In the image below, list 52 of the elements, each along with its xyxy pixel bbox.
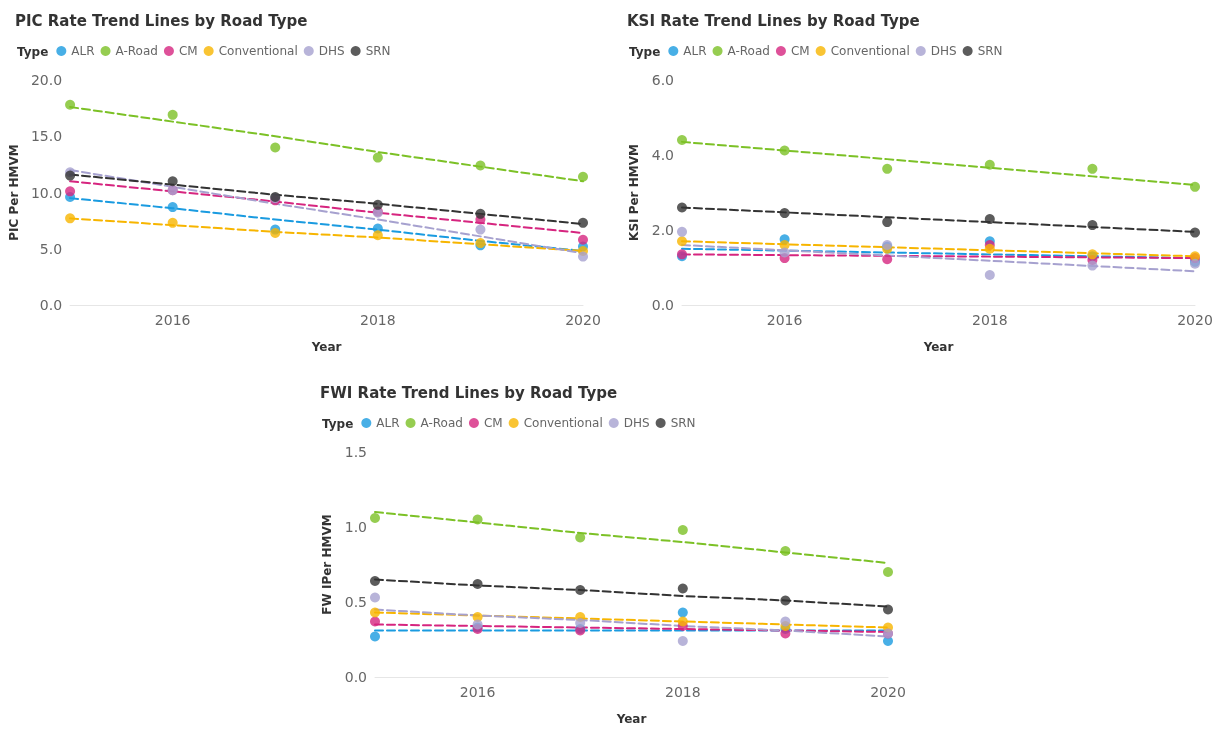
legend-label: DHS [318,44,345,58]
y-tick-label: 0.0 [39,297,63,313]
y-tick-label: 0.5 [344,594,367,610]
x-axis-title: Year [310,340,342,354]
y-axis-title: PIC Per HMVM [7,144,21,241]
y-tick-label: 10.0 [30,184,63,201]
chart-title: KSI Rate Trend Lines by Road Type [627,11,920,30]
y-axis-title: KSI Per HMVM [627,144,641,241]
x-tick-label: 2018 [664,684,701,700]
x-tick-label: 2018 [360,312,396,328]
legend-label: CM [178,44,198,58]
x-tick-label: 2020 [565,312,601,328]
legend-label: A-Road [727,44,770,58]
chart-title: FWI Rate Trend Lines by Road Type [320,383,618,402]
legend-label: ALR [376,416,400,430]
y-tick-label: 15.0 [30,128,63,145]
legend-label: ALR [71,44,95,58]
legend-label: SRN [670,416,696,430]
y-tick-label: 0.0 [344,669,367,685]
legend-label: Conventional [523,416,603,430]
legend-title: Type [322,417,354,431]
y-tick-label: 2.0 [651,222,674,238]
x-tick-label: 2020 [1177,312,1213,328]
chart-title: PIC Rate Trend Lines by Road Type [15,11,308,30]
legend-label: A-Road [420,416,463,430]
legend-label: Conventional [830,44,910,58]
y-axis-title: FW IPer HMVM [320,514,334,615]
x-axis-title: Year [922,340,954,354]
legend-label: A-Road [115,44,158,58]
legend-title: Type [629,45,661,59]
y-tick-label: 5.0 [39,240,63,257]
legend-label: CM [483,416,503,430]
y-tick-label: 1.5 [344,444,367,460]
legend-label: Conventional [218,44,298,58]
legend-label: SRN [365,44,391,58]
x-tick-label: 2016 [459,684,496,700]
y-tick-label: 1.0 [344,519,367,535]
legend-label: CM [790,44,810,58]
x-axis-title: Year [615,712,647,726]
x-tick-label: 2016 [154,312,191,328]
y-tick-label: 4.0 [651,147,674,163]
y-tick-label: 0.0 [651,297,674,313]
legend-label: DHS [623,416,650,430]
legend-label: DHS [930,44,957,58]
legend-title: Type [17,45,49,59]
y-tick-label: 20.0 [30,72,63,88]
legend-label: SRN [977,44,1003,58]
x-tick-label: 2018 [971,312,1008,328]
y-tick-label: 6.0 [651,72,674,88]
legend-label: ALR [683,44,707,58]
x-tick-label: 2020 [870,684,906,700]
x-tick-label: 2016 [766,312,803,328]
